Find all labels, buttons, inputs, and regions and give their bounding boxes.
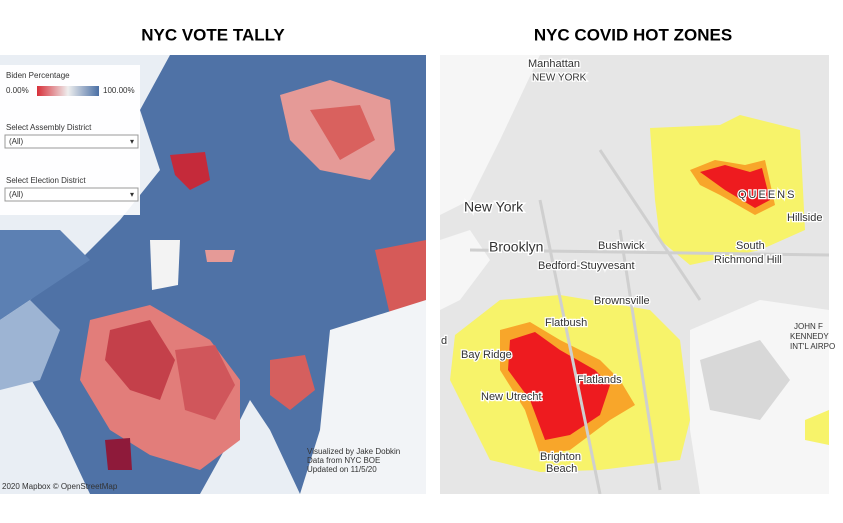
place-label: Flatlands [577, 374, 622, 386]
place-label: New York [464, 199, 524, 215]
place-label: Brownsville [594, 295, 650, 307]
place-label: KENNEDY [790, 332, 829, 341]
filter-value: (All) [9, 137, 24, 146]
place-label: Flatbush [545, 317, 587, 329]
legend-max: 100.00% [103, 86, 135, 95]
place-label: QUEENS [738, 189, 796, 201]
filter-value: (All) [9, 190, 24, 199]
place-label: Richmond Hill [714, 254, 782, 266]
credit: Updated on 11/5/20 [307, 465, 377, 474]
filter-dropdown[interactable] [4, 134, 139, 149]
filter-dropdown[interactable] [4, 187, 139, 202]
dropdown-arrow: ▾ [130, 137, 134, 146]
place-label: d [441, 335, 447, 347]
panel-title: NYC COVID HOT ZONES [534, 25, 732, 44]
place-label: Bushwick [598, 240, 645, 252]
place-label: New Utrecht [481, 391, 542, 403]
place-label: Beach [546, 463, 577, 475]
vote-map: Biden Percentage 0.00% 100.00% Select As… [0, 55, 426, 494]
dropdown-arrow: ▾ [130, 190, 134, 199]
place-label: South [736, 240, 765, 252]
credit: Visualized by Jake Dobkin [307, 447, 400, 456]
covid-map: Manhattan NEW YORK New York Brooklyn Bus… [440, 55, 835, 494]
place-label: Bay Ridge [461, 349, 512, 361]
credit: Data from NYC BOE [307, 456, 380, 465]
legend-min: 0.00% [6, 86, 29, 95]
filter-label: Select Assembly District [6, 123, 92, 132]
place-label: INT'L AIRPO [790, 342, 835, 351]
panel-title: NYC VOTE TALLY [141, 25, 285, 44]
attribution: 2020 Mapbox © OpenStreetMap [2, 482, 118, 491]
place-label: NEW YORK [532, 73, 587, 84]
filter-label: Select Election District [6, 176, 86, 185]
place-label: Brooklyn [489, 239, 543, 255]
place-label: JOHN F [794, 322, 823, 331]
legend-gradient [37, 86, 99, 96]
place-label: Hillside [787, 212, 822, 224]
legend-title: Biden Percentage [6, 71, 70, 80]
place-label: Manhattan [528, 58, 580, 70]
place-label: Bedford-Stuyvesant [538, 260, 635, 272]
place-label: Brighton [540, 451, 581, 463]
